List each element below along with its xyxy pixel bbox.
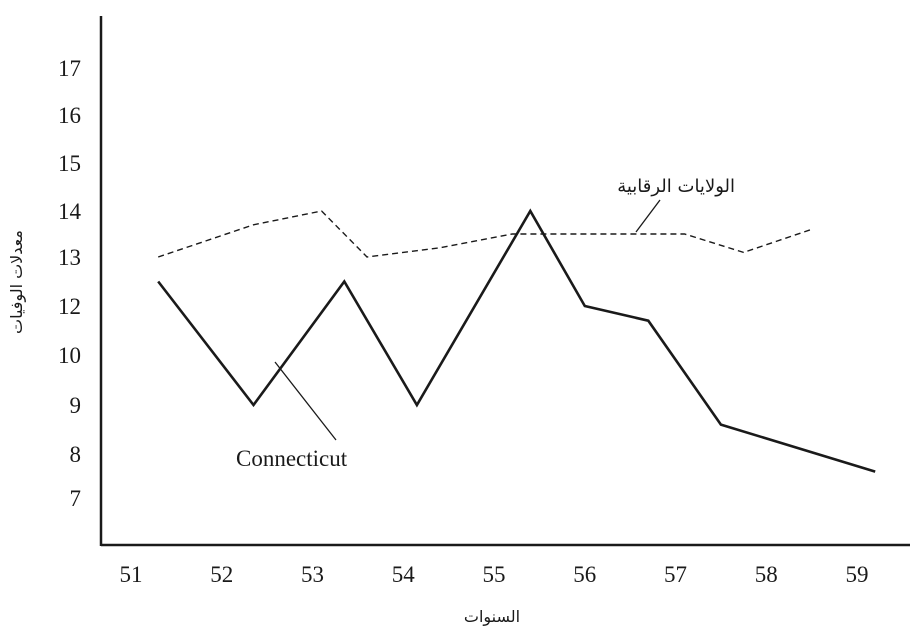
connecticut-leader-line — [274, 361, 337, 441]
y-tick-label: 8 — [70, 442, 82, 467]
x-tick-label: 51 — [120, 562, 143, 587]
x-tick-label: 59 — [846, 562, 869, 587]
y-tick-label: 7 — [70, 486, 82, 511]
y-tick-label: 9 — [70, 393, 82, 418]
x-tick-label: 53 — [301, 562, 324, 587]
y-tick-labels: 7 8 9 10 12 13 14 15 16 17 — [58, 56, 82, 511]
series-line-connecticut — [157, 208, 876, 473]
axes — [99, 16, 910, 547]
series-line-control-states — [157, 210, 812, 258]
x-tick-label: 58 — [755, 562, 778, 587]
annotation-layer: Connecticut الولايات الرقابية — [236, 176, 735, 471]
x-tick-label: 56 — [573, 562, 596, 587]
y-tick-label: 15 — [58, 151, 81, 176]
x-tick-label: 52 — [210, 562, 233, 587]
x-tick-labels: 51 52 53 54 55 56 57 58 59 — [120, 562, 869, 587]
x-tick-label: 57 — [664, 562, 687, 587]
control-states-annotation: الولايات الرقابية — [617, 176, 735, 197]
y-tick-label: 10 — [58, 343, 81, 368]
x-tick-label: 54 — [392, 562, 416, 587]
y-tick-label: 13 — [58, 245, 81, 270]
y-tick-label: 16 — [58, 103, 81, 128]
control-states-leader-line — [635, 199, 661, 233]
connecticut-annotation: Connecticut — [236, 446, 348, 471]
x-tick-label: 55 — [483, 562, 506, 587]
y-tick-label: 14 — [58, 199, 82, 224]
series-layer — [157, 208, 876, 473]
y-tick-label: 17 — [58, 56, 81, 81]
y-tick-label: 12 — [58, 294, 81, 319]
y-axis-title: معدلات الوفيات — [7, 230, 27, 334]
x-axis-title: السنوات — [464, 607, 520, 627]
